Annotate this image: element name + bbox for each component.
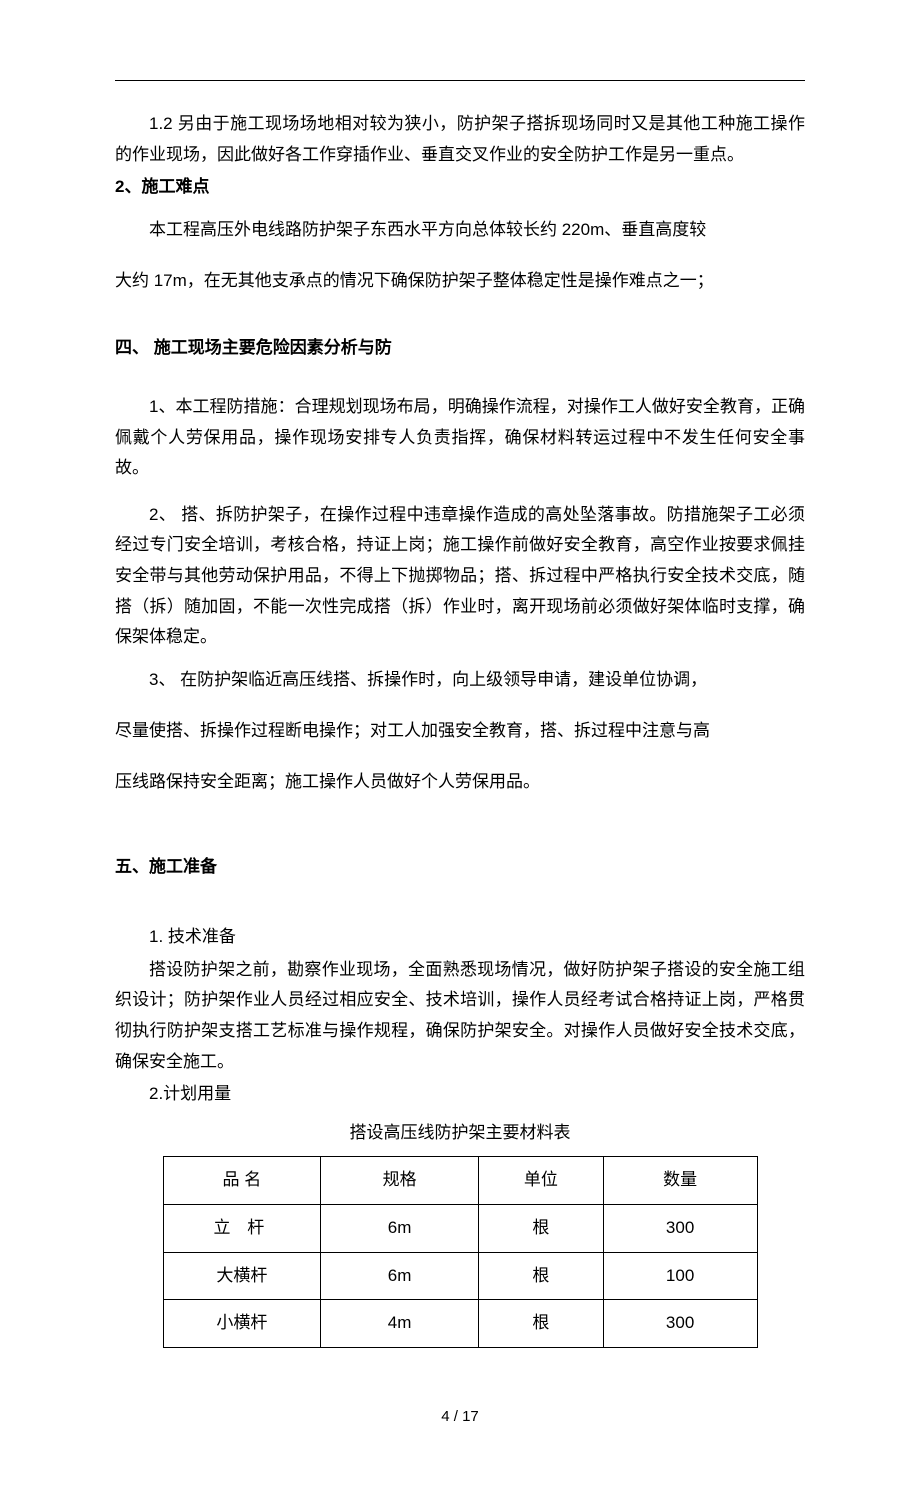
page-number: 4 / 17	[115, 1403, 805, 1430]
table-cell: 300	[603, 1204, 757, 1252]
table-cell: 根	[478, 1252, 603, 1300]
table-header-cell: 数量	[603, 1157, 757, 1205]
table-header-cell: 规格	[321, 1157, 479, 1205]
table-cell: 6m	[321, 1204, 479, 1252]
paragraph-5-1b: 搭设防护架之前，勘察作业现场，全面熟悉现场情况，做好防护架子搭设的安全施工组织设…	[115, 955, 805, 1077]
paragraph-2a: 本工程高压外电线路防护架子东西水平方向总体较长约 220m、垂直高度较	[115, 205, 805, 254]
paragraph-1-2: 1.2 另由于施工现场场地相对较为狭小，防护架子搭拆现场同时又是其他工种施工操作…	[115, 109, 805, 170]
paragraph-2b: 大约 17m，在无其他支承点的情况下确保防护架子整体稳定性是操作难点之一；	[115, 256, 805, 305]
table-cell: 立 杆	[163, 1204, 321, 1252]
table-title: 搭设高压线防护架主要材料表	[115, 1118, 805, 1149]
table-row: 立 杆 6m 根 300	[163, 1204, 757, 1252]
header-rule	[115, 80, 805, 81]
table-header-cell: 单位	[478, 1157, 603, 1205]
heading-2: 2、施工难点	[115, 172, 805, 203]
table-cell: 大横杆	[163, 1252, 321, 1300]
paragraph-4-3a: 3、 在防护架临近高压线搭、拆操作时，向上级领导申请，建设单位协调，	[115, 655, 805, 704]
table-row: 小横杆 4m 根 300	[163, 1300, 757, 1348]
table-header-cell: 品 名	[163, 1157, 321, 1205]
table-cell: 6m	[321, 1252, 479, 1300]
table-header-row: 品 名 规格 单位 数量	[163, 1157, 757, 1205]
table-row: 大横杆 6m 根 100	[163, 1252, 757, 1300]
table-cell: 小横杆	[163, 1300, 321, 1348]
heading-4: 四、 施工现场主要危险因素分析与防	[115, 333, 805, 364]
paragraph-4-3b: 尽量使搭、拆操作过程断电操作；对工人加强安全教育，搭、拆过程中注意与高	[115, 706, 805, 755]
table-cell: 300	[603, 1300, 757, 1348]
paragraph-4-2: 2、 搭、拆防护架子，在操作过程中违章操作造成的高处坠落事故。防措施架子工必须经…	[115, 500, 805, 653]
paragraph-5-1a: 1. 技术准备	[115, 922, 805, 953]
table-cell: 根	[478, 1204, 603, 1252]
paragraph-5-2: 2.计划用量	[115, 1079, 805, 1110]
materials-table: 品 名 规格 单位 数量 立 杆 6m 根 300 大横杆 6m 根 100 小…	[163, 1156, 758, 1347]
paragraph-4-3c: 压线路保持安全距离；施工操作人员做好个人劳保用品。	[115, 757, 805, 806]
heading-5: 五、施工准备	[115, 852, 805, 883]
table-cell: 4m	[321, 1300, 479, 1348]
table-cell: 根	[478, 1300, 603, 1348]
table-cell: 100	[603, 1252, 757, 1300]
spacer	[115, 486, 805, 500]
paragraph-4-1: 1、本工程防措施：合理规划现场布局，明确操作流程，对操作工人做好安全教育，正确佩…	[115, 392, 805, 484]
